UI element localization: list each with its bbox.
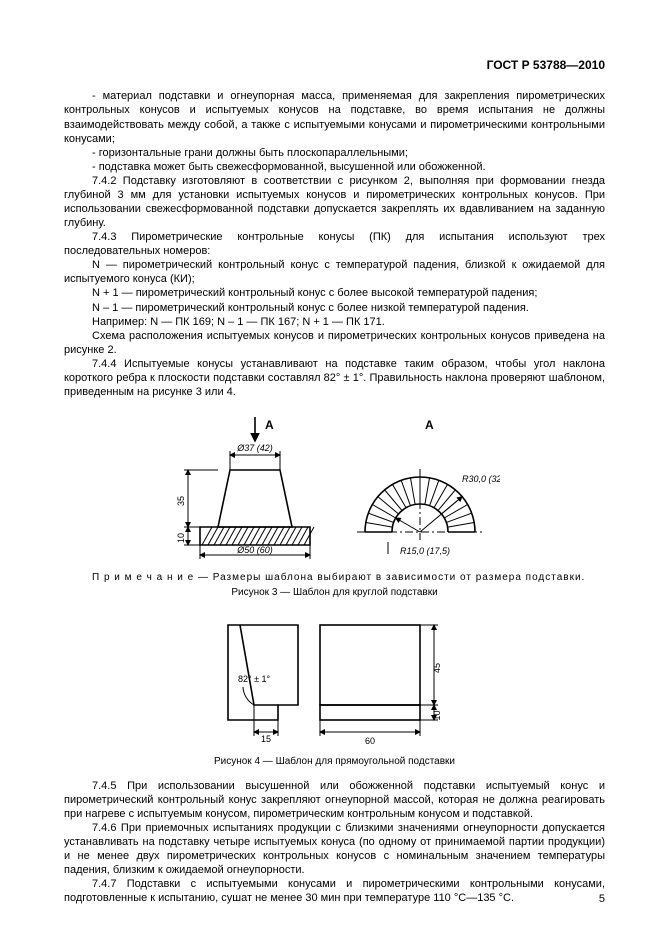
- svg-text:R15,0 (17,5): R15,0 (17,5): [400, 546, 450, 556]
- para-7-4-5: 7.4.5 При использовании высушенной или о…: [64, 779, 605, 821]
- figure-4: 82° ± 1° 15 60 45 10: [64, 610, 605, 754]
- para-7-4-3b: N + 1 — пирометрический контрольный кону…: [64, 286, 605, 300]
- para-7-4-7: 7.4.7 Подставки с испытуемыми конусами и…: [64, 877, 605, 905]
- figure-3-caption: Рисунок 3 — Шаблон для круглой подставки: [64, 587, 605, 600]
- svg-text:10: 10: [432, 710, 442, 720]
- svg-text:Ø50 (60): Ø50 (60): [236, 545, 273, 555]
- svg-text:82° ± 1°: 82° ± 1°: [238, 674, 271, 684]
- svg-text:A: A: [425, 418, 434, 432]
- figure-3: Ø37 (42) Ø50 (60) 35 10 A A R30,0 (32,5) R15,0 …: [64, 407, 605, 566]
- para-7-4-6: 7.4.6 При приемочных испытаниях продукци…: [64, 821, 605, 877]
- figure-4-caption: Рисунок 4 — Шаблон для прямоугольной под…: [64, 756, 605, 769]
- svg-text:Ø37 (42): Ø37 (42): [236, 443, 273, 453]
- svg-text:R30,0 (32,5): R30,0 (32,5): [462, 474, 500, 484]
- para-7-4-3e: Схема расположения испытуемых конусов и …: [64, 329, 605, 357]
- svg-text:15: 15: [260, 734, 270, 744]
- page-number: 5: [599, 892, 605, 906]
- para-7-4-3d: Например: N — ПК 169; N – 1 — ПК 167; N …: [64, 315, 605, 329]
- para-7-4-4: 7.4.4 Испытуемые конусы устанавливают на…: [64, 357, 605, 399]
- para-7-4-1c: - подставка может быть свежесформованной…: [64, 160, 605, 174]
- svg-text:A: A: [265, 418, 274, 432]
- para-7-4-3a: N — пирометрический контрольный конус с …: [64, 258, 605, 286]
- para-7-4-1a: - материал подставки и огнеупорная масса…: [64, 89, 605, 145]
- para-7-4-1b: - горизонтальные грани должны быть плоск…: [64, 146, 605, 160]
- para-7-4-3c: N – 1 — пирометрический контрольный кону…: [64, 301, 605, 315]
- para-7-4-2: 7.4.2 Подставку изготовляют в соответств…: [64, 174, 605, 230]
- svg-text:35: 35: [176, 496, 186, 506]
- svg-text:60: 60: [364, 736, 374, 746]
- svg-text:10: 10: [176, 533, 186, 543]
- page-header: ГОСТ Р 53788—2010: [64, 58, 605, 73]
- para-7-4-3: 7.4.3 Пирометрические контрольные конусы…: [64, 230, 605, 258]
- svg-text:45: 45: [432, 663, 442, 673]
- figure-3-note: П р и м е ч а н и е — Размеры шаблона вы…: [64, 572, 605, 585]
